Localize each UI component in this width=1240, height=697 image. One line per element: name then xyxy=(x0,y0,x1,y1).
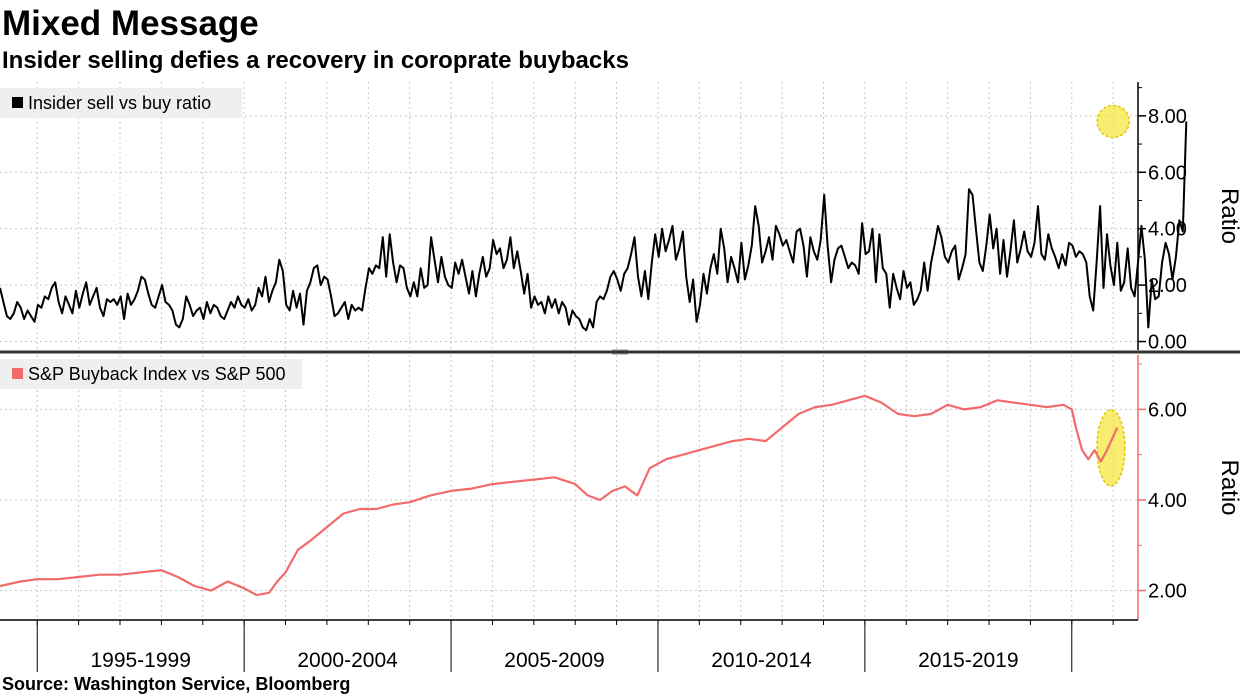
y-tick-label: 2.00 xyxy=(1148,275,1187,297)
x-period-label: 2000-2004 xyxy=(297,649,398,672)
source-note: Source: Washington Service, Bloomberg xyxy=(2,674,351,694)
highlight-circle xyxy=(1096,104,1130,139)
chart-canvas: 0.00 2.00 4.00 6.00 8.00 Ratio Insider sell vs… xyxy=(0,82,1240,672)
y-tick-label: 4.00 xyxy=(1148,219,1187,241)
y-tick-label: 6.00 xyxy=(1148,399,1187,421)
highlight-ellipse xyxy=(1096,409,1126,487)
x-period-label: 1995-1999 xyxy=(90,649,190,672)
x-period-label: 2005-2009 xyxy=(504,649,604,672)
y-tick-label: 4.00 xyxy=(1148,490,1187,512)
legend-box xyxy=(0,359,302,389)
y-tick-label: 0.00 xyxy=(1148,332,1187,354)
legend-label: Insider sell vs buy ratio xyxy=(28,93,211,113)
legend-box xyxy=(0,88,242,118)
y-tick-label: 2.00 xyxy=(1148,581,1187,603)
y-tick-label: 8.00 xyxy=(1148,106,1187,128)
x-period-label: 2015-2019 xyxy=(918,649,1018,672)
buyback-ratio-line xyxy=(0,394,1119,597)
insider-ratio-line xyxy=(0,121,1188,332)
y-tick-label: 6.00 xyxy=(1148,162,1187,184)
legend-swatch xyxy=(12,97,23,108)
legend-swatch xyxy=(12,368,23,379)
chart-title: Mixed Message xyxy=(2,4,259,43)
y-axis-label: Ratio xyxy=(1216,188,1240,244)
y-axis-label: Ratio xyxy=(1216,459,1240,515)
x-period-label: 2010-2014 xyxy=(711,649,812,672)
legend-label: S&P Buyback Index vs S&P 500 xyxy=(28,364,286,384)
chart-subtitle: Insider selling defies a recovery in cor… xyxy=(2,47,629,74)
